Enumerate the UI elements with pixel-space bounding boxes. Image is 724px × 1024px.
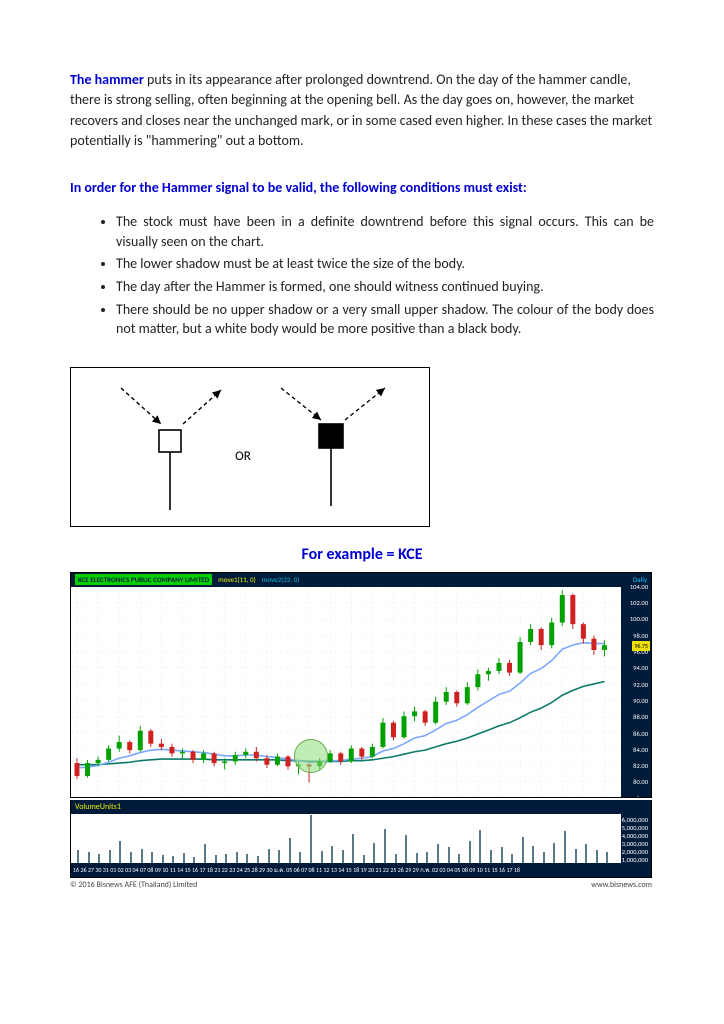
volume-bar — [310, 815, 312, 863]
volume-bar — [606, 852, 608, 863]
volume-bar — [596, 850, 598, 862]
volume-bar — [130, 852, 132, 863]
volume-bar — [88, 852, 90, 863]
volume-bar — [564, 831, 566, 863]
condition-item: The lower shadow must be at least twice … — [116, 254, 654, 274]
volume-bar — [225, 854, 227, 862]
vol-y-tick: 6,000,000 — [622, 816, 648, 824]
y-tick: 100.00 — [630, 615, 648, 623]
volume-bar — [532, 846, 534, 863]
volume-bar — [458, 854, 460, 863]
volume-bar — [437, 844, 439, 862]
volume-bar — [183, 853, 185, 863]
volume-bar — [268, 849, 270, 863]
volume-bar — [416, 853, 418, 863]
volume-bar — [469, 841, 471, 863]
y-tick: 86.00 — [633, 730, 648, 738]
volume-bars — [71, 814, 621, 863]
volume-bar — [479, 830, 481, 862]
volume-bar — [395, 854, 397, 863]
chart-copyright: © 2016 Bisnews AFE (Thailand) Limited ww… — [70, 880, 652, 890]
intro-lead: The hammer — [70, 71, 144, 88]
chart-header: KCE ELECTRONICS PUBLIC COMPANY LIMITED m… — [71, 573, 651, 587]
y-tick: 98.00 — [633, 632, 648, 640]
svg-text:OR: OR — [235, 449, 251, 464]
volume-bar — [119, 841, 121, 863]
volume-bar — [384, 829, 386, 863]
condition-item: The stock must have been in a definite d… — [116, 212, 654, 251]
vol-y-tick: 5,000,000 — [622, 824, 648, 832]
stock-chart: KCE ELECTRONICS PUBLIC COMPANY LIMITED m… — [70, 572, 652, 798]
conditions-list: The stock must have been in a definite d… — [70, 212, 654, 339]
volume-bar — [109, 850, 111, 862]
volume-bar — [448, 847, 450, 863]
volume-bar — [501, 847, 503, 862]
price-y-axis: 78.00 80.00 82.00 84.00 86.00 88.00 90.00 92.00… — [621, 587, 651, 797]
volume-bar — [575, 849, 577, 863]
volume-bar — [257, 856, 259, 863]
volume-bar — [278, 850, 280, 862]
volume-bar — [426, 852, 428, 863]
volume-bar — [321, 851, 323, 863]
price-svg — [71, 587, 621, 797]
volume-bar — [98, 854, 100, 863]
vol-y-tick: 3,000,000 — [622, 840, 648, 848]
volume-bar — [289, 838, 291, 863]
y-tick: 78.00 — [633, 795, 648, 798]
volume-bar — [543, 852, 545, 863]
y-tick: 92.00 — [633, 681, 648, 689]
y-tick: 80.00 — [633, 778, 648, 786]
volume-bar — [342, 850, 344, 862]
condition-item: The day after the Hammer is formed, one … — [116, 277, 654, 297]
y-tick: 94.00 — [633, 664, 648, 672]
volume-bar — [511, 854, 513, 863]
last-price-label: 96.75 — [632, 641, 650, 651]
price-plot — [71, 587, 621, 797]
copyright-left: © 2016 Bisnews AFE (Thailand) Limited — [70, 880, 197, 890]
y-tick: 82.00 — [633, 762, 648, 770]
y-tick: 102.00 — [630, 599, 648, 607]
y-tick: 88.00 — [633, 713, 648, 721]
volume-bar — [236, 852, 238, 863]
volume-bar — [522, 837, 524, 863]
volume-bar — [363, 855, 365, 863]
volume-bar — [352, 834, 354, 863]
volume-bar — [162, 855, 164, 863]
example-title: For example = KCE — [70, 545, 654, 564]
volume-bar — [405, 835, 407, 863]
chart-ind1: move1(11, 0) — [218, 575, 256, 584]
chart-ticker: KCE ELECTRONICS PUBLIC COMPANY LIMITED — [75, 574, 212, 585]
volume-bar — [204, 844, 206, 862]
volume-title: VolumeUnits1 — [70, 800, 652, 814]
y-tick: 84.00 — [633, 746, 648, 754]
volume-bar — [331, 846, 333, 863]
volume-y-axis: 6,000,0005,000,0004,000,0003,000,0002,00… — [621, 814, 651, 877]
volume-bar — [553, 843, 555, 863]
volume-bar — [299, 852, 301, 863]
hammer-diagram: OR — [70, 367, 430, 527]
vol-y-tick: 1,000,000 — [622, 856, 648, 864]
volume-bar — [215, 855, 217, 863]
y-tick: 90.00 — [633, 697, 648, 705]
vol-y-tick: 4,000,000 — [622, 832, 648, 840]
volume-bar — [141, 849, 143, 863]
volume-bar — [151, 852, 153, 863]
intro-body: puts in its appearance after prolonged d… — [70, 71, 652, 149]
volume-bar — [585, 844, 587, 862]
date-axis: 16 26 27 30 31 01 02 03 04 07 08 09 10 1… — [71, 863, 621, 877]
conditions-title: In order for the Hammer signal to be val… — [70, 179, 654, 196]
diagram-svg: OR — [71, 368, 431, 528]
volume-bar — [172, 856, 174, 863]
volume-bar — [77, 850, 79, 862]
y-tick: 104.00 — [630, 583, 648, 591]
volume-bar — [246, 854, 248, 863]
copyright-right: www.bisnews.com — [591, 880, 652, 890]
vol-y-tick: 2,000,000 — [622, 848, 648, 856]
volume-bar — [490, 850, 492, 863]
volume-bar — [373, 843, 375, 863]
intro-paragraph: The hammer puts in its appearance after … — [70, 70, 654, 151]
condition-item: There should be no upper shadow or a ver… — [116, 300, 654, 339]
chart-ind2: move2(22, 0) — [262, 575, 300, 584]
volume-chart: 6,000,0005,000,0004,000,0003,000,0002,00… — [70, 814, 652, 878]
